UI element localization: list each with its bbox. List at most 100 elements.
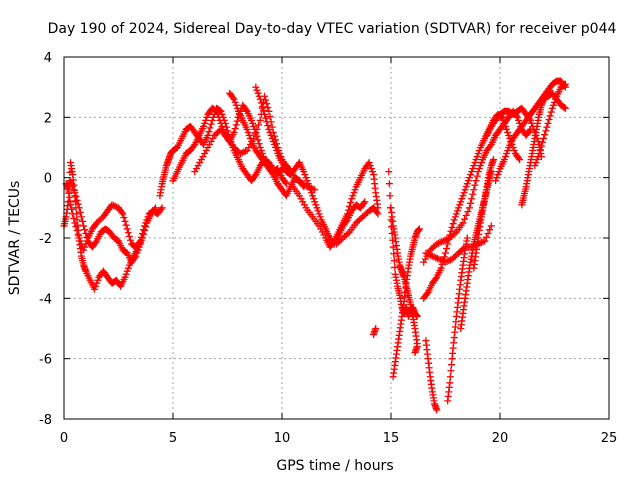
data-point xyxy=(424,250,432,258)
data-point xyxy=(206,124,214,132)
data-point xyxy=(142,219,150,227)
data-point xyxy=(265,107,273,115)
data-point xyxy=(548,104,556,112)
x-tick-label: 25 xyxy=(601,431,618,446)
data-point xyxy=(374,210,382,218)
data-point xyxy=(94,217,102,225)
data-point xyxy=(210,131,218,139)
data-point xyxy=(300,201,308,209)
data-point xyxy=(504,128,512,136)
data-point xyxy=(72,193,80,201)
data-point xyxy=(438,260,446,268)
data-point xyxy=(495,168,503,176)
series-track-12 xyxy=(385,168,421,320)
data-point xyxy=(503,150,511,158)
data-point xyxy=(366,162,374,170)
data-point xyxy=(73,226,81,234)
data-point xyxy=(435,255,443,263)
data-point xyxy=(475,165,483,173)
data-point xyxy=(76,208,84,216)
data-point xyxy=(255,121,263,129)
data-point xyxy=(247,116,255,124)
data-point xyxy=(268,134,276,142)
data-point xyxy=(515,154,523,162)
data-point xyxy=(213,107,221,115)
data-point xyxy=(357,214,365,222)
data-point xyxy=(450,254,458,262)
data-point xyxy=(489,156,497,164)
data-point xyxy=(306,186,314,194)
data-point xyxy=(269,137,277,145)
data-point xyxy=(545,116,553,124)
data-point xyxy=(472,177,480,185)
data-point xyxy=(244,128,252,136)
data-point xyxy=(70,186,78,194)
series-track-4 xyxy=(156,104,295,200)
data-point xyxy=(108,201,116,209)
data-point xyxy=(481,237,489,245)
data-point xyxy=(270,140,278,148)
data-point xyxy=(544,119,552,127)
data-point xyxy=(131,254,139,262)
data-point xyxy=(549,101,557,109)
data-point xyxy=(336,237,344,245)
data-point xyxy=(432,254,440,262)
data-point xyxy=(121,217,129,225)
data-point xyxy=(447,227,455,235)
data-point xyxy=(477,239,485,247)
data-point xyxy=(359,213,367,221)
data-point xyxy=(543,123,551,131)
data-point xyxy=(80,246,88,254)
data-point xyxy=(77,213,85,221)
data-point xyxy=(71,219,79,227)
data-point xyxy=(253,86,261,94)
data-point xyxy=(262,96,270,104)
data-point xyxy=(457,198,465,206)
data-point xyxy=(266,113,274,121)
data-point xyxy=(525,127,533,135)
data-point xyxy=(362,210,370,218)
data-point xyxy=(297,195,305,203)
data-point xyxy=(264,104,272,112)
data-point xyxy=(256,116,264,124)
data-point xyxy=(385,180,393,188)
data-point xyxy=(212,107,220,115)
data-point xyxy=(215,127,223,135)
data-point xyxy=(124,264,132,272)
data-point xyxy=(447,361,455,369)
data-point xyxy=(484,229,492,237)
data-point xyxy=(455,249,463,257)
data-point xyxy=(385,168,393,176)
data-point xyxy=(91,285,99,293)
series-track-1 xyxy=(60,159,160,293)
data-point xyxy=(341,232,349,240)
data-point xyxy=(241,147,249,155)
data-point xyxy=(237,150,245,158)
data-point xyxy=(144,213,152,221)
data-point xyxy=(461,215,469,223)
data-point xyxy=(126,236,134,244)
y-tick-label: -6 xyxy=(39,353,52,368)
data-point xyxy=(439,257,447,265)
data-point xyxy=(204,144,212,151)
data-point xyxy=(268,169,276,177)
data-point xyxy=(451,229,459,237)
data-point xyxy=(238,149,246,157)
data-point xyxy=(311,198,319,206)
data-point xyxy=(439,237,447,245)
y-tick-label: -4 xyxy=(39,292,52,307)
data-point xyxy=(464,208,472,216)
data-point xyxy=(451,213,459,221)
data-point xyxy=(243,125,251,133)
data-point xyxy=(245,144,253,151)
data-point xyxy=(271,144,279,151)
data-point xyxy=(486,226,494,234)
data-point xyxy=(217,119,225,127)
data-point xyxy=(242,106,250,114)
data-point xyxy=(203,113,211,121)
data-point xyxy=(251,172,259,180)
data-point xyxy=(212,130,220,138)
data-point xyxy=(214,110,222,118)
data-point xyxy=(542,127,550,135)
data-point xyxy=(230,144,238,151)
